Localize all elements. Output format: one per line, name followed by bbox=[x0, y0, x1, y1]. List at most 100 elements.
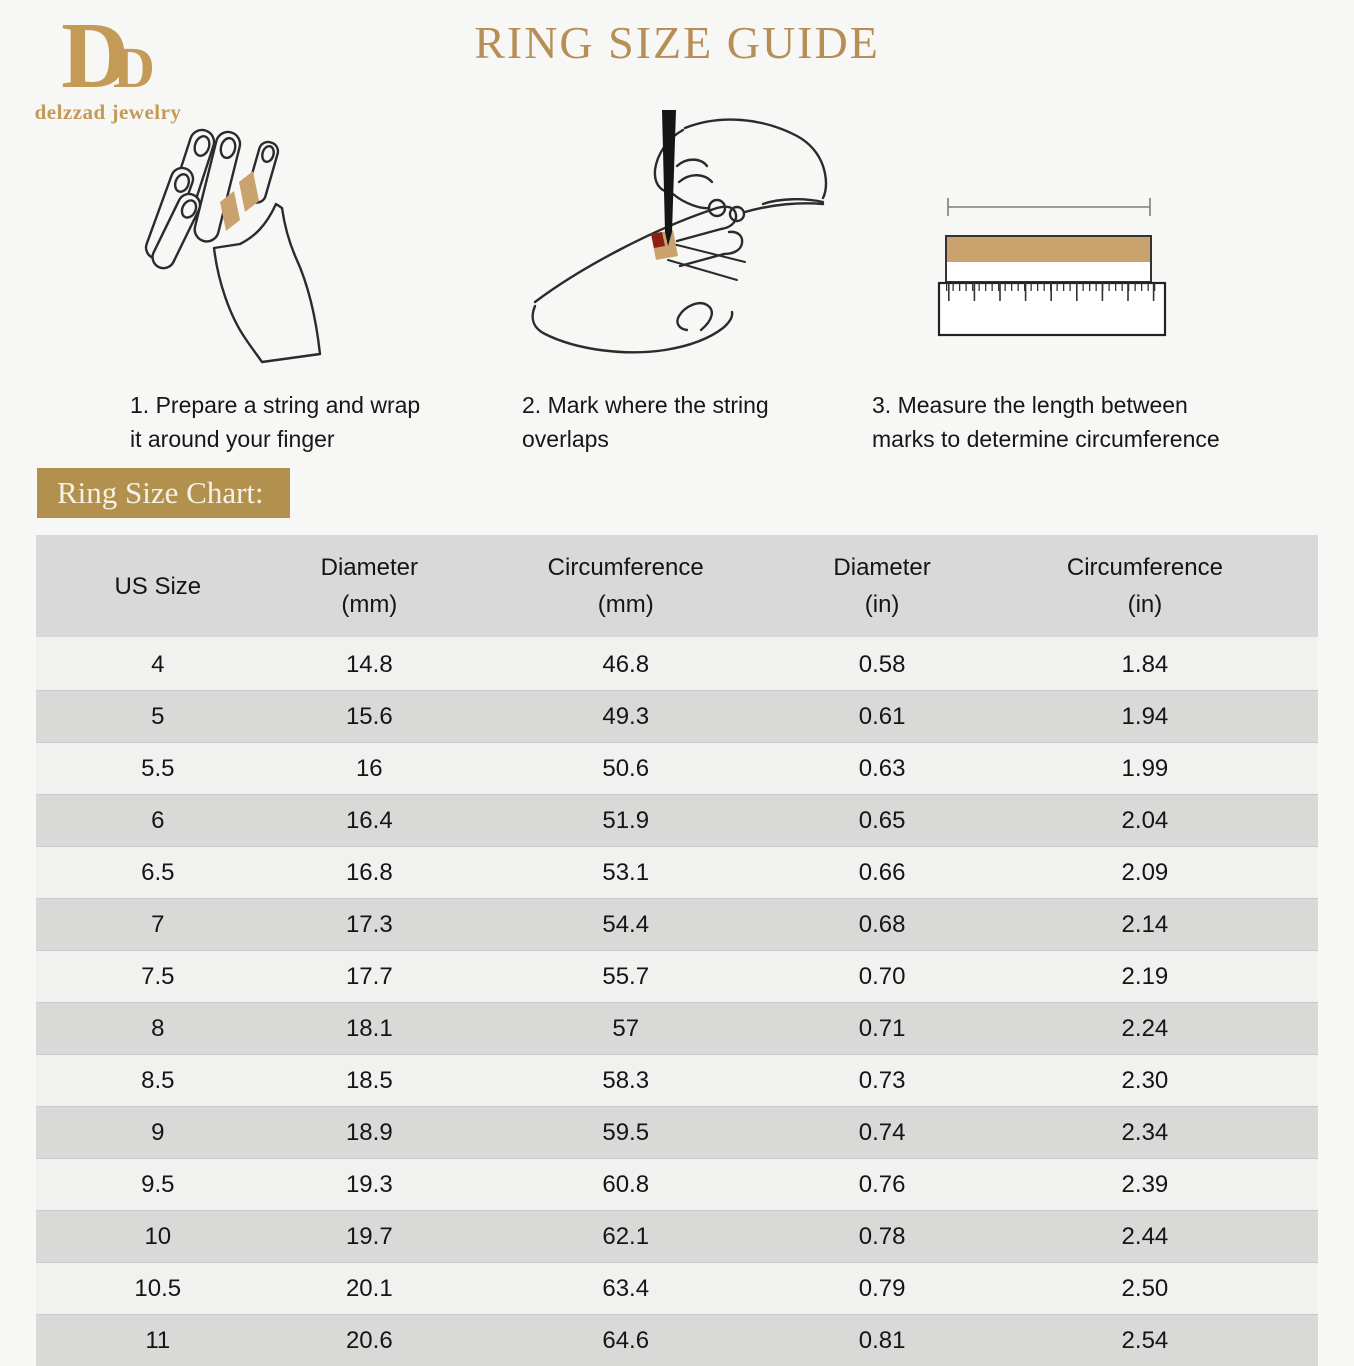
table-cell: 2.30 bbox=[972, 1055, 1318, 1107]
header-line: Diameter bbox=[281, 549, 458, 586]
table-cell: 0.71 bbox=[792, 1003, 971, 1055]
table-cell: 57 bbox=[459, 1003, 792, 1055]
table-cell: 2.39 bbox=[972, 1159, 1318, 1211]
header-line: Circumference bbox=[460, 549, 791, 586]
table-cell: 49.3 bbox=[459, 691, 792, 743]
table-cell: 7 bbox=[36, 899, 280, 951]
table-cell: 18.9 bbox=[280, 1107, 459, 1159]
step-item-1: 1. Prepare a string and wrap it around y… bbox=[118, 120, 490, 456]
step-caption-line2: overlaps bbox=[522, 422, 850, 456]
table-cell: 15.6 bbox=[280, 691, 459, 743]
header-line: Circumference bbox=[973, 549, 1317, 586]
table-cell: 0.66 bbox=[792, 847, 971, 899]
table-cell: 19.7 bbox=[280, 1211, 459, 1263]
header-line: Diameter bbox=[793, 549, 970, 586]
table-cell: 0.61 bbox=[792, 691, 971, 743]
chart-label: Ring Size Chart: bbox=[37, 468, 290, 518]
table-cell: 0.78 bbox=[792, 1211, 971, 1263]
step-item-2: 2. Mark where the string overlaps bbox=[505, 110, 850, 456]
table-cell: 9.5 bbox=[36, 1159, 280, 1211]
header-circumference-mm: Circumference(mm) bbox=[459, 535, 792, 638]
table-cell: 14.8 bbox=[280, 638, 459, 691]
table-cell: 2.04 bbox=[972, 795, 1318, 847]
table-cell: 2.44 bbox=[972, 1211, 1318, 1263]
table-cell: 5 bbox=[36, 691, 280, 743]
header-line: (in) bbox=[973, 586, 1317, 623]
table-cell: 20.1 bbox=[280, 1263, 459, 1315]
page-title: RING SIZE GUIDE bbox=[0, 16, 1354, 69]
step-item-3: 3. Measure the length between marks to d… bbox=[860, 150, 1280, 456]
step-caption: 2. Mark where the string overlaps bbox=[522, 388, 850, 456]
table-cell: 60.8 bbox=[459, 1159, 792, 1211]
step-caption-line1: 3. Measure the length between bbox=[872, 388, 1280, 422]
table-cell: 4 bbox=[36, 638, 280, 691]
table-cell: 2.24 bbox=[972, 1003, 1318, 1055]
table-cell: 7.5 bbox=[36, 951, 280, 1003]
table-cell: 1.94 bbox=[972, 691, 1318, 743]
hand-with-string-icon bbox=[118, 120, 490, 378]
table-cell: 64.6 bbox=[459, 1315, 792, 1366]
table-cell: 63.4 bbox=[459, 1263, 792, 1315]
header-line: (mm) bbox=[281, 586, 458, 623]
table-cell: 0.63 bbox=[792, 743, 971, 795]
step-caption-line2: it around your finger bbox=[130, 422, 490, 456]
header-line: (mm) bbox=[460, 586, 791, 623]
step-caption-line1: 2. Mark where the string bbox=[522, 388, 850, 422]
table-cell: 9 bbox=[36, 1107, 280, 1159]
table-cell: 0.58 bbox=[792, 638, 971, 691]
step-caption: 1. Prepare a string and wrap it around y… bbox=[130, 388, 490, 456]
table-cell: 46.8 bbox=[459, 638, 792, 691]
pen-marking-icon bbox=[505, 110, 850, 378]
table-cell: 6 bbox=[36, 795, 280, 847]
table-cell: 17.3 bbox=[280, 899, 459, 951]
table-cell: 11 bbox=[36, 1315, 280, 1366]
table-cell: 0.65 bbox=[792, 795, 971, 847]
header-line: (in) bbox=[793, 586, 970, 623]
step-caption: 3. Measure the length between marks to d… bbox=[872, 388, 1280, 456]
table-cell: 54.4 bbox=[459, 899, 792, 951]
table-cell: 1.84 bbox=[972, 638, 1318, 691]
table-cell: 0.81 bbox=[792, 1315, 971, 1366]
step-caption-line2: marks to determine circumference bbox=[872, 422, 1280, 456]
table-cell: 5.5 bbox=[36, 743, 280, 795]
header-diameter-in: Diameter(in) bbox=[792, 535, 971, 638]
step-caption-line1: 1. Prepare a string and wrap bbox=[130, 388, 490, 422]
table-cell: 8.5 bbox=[36, 1055, 280, 1107]
table-cell: 0.73 bbox=[792, 1055, 971, 1107]
table-cell: 50.6 bbox=[459, 743, 792, 795]
table-cell: 10.5 bbox=[36, 1263, 280, 1315]
table-cell: 0.76 bbox=[792, 1159, 971, 1211]
table-cell: 1.99 bbox=[972, 743, 1318, 795]
table-cell: 55.7 bbox=[459, 951, 792, 1003]
table-cell: 2.54 bbox=[972, 1315, 1318, 1366]
table-cell: 0.79 bbox=[792, 1263, 971, 1315]
table-cell: 62.1 bbox=[459, 1211, 792, 1263]
table-cell: 0.74 bbox=[792, 1107, 971, 1159]
table-cell: 51.9 bbox=[459, 795, 792, 847]
table-cell: 0.68 bbox=[792, 899, 971, 951]
table-cell: 16.8 bbox=[280, 847, 459, 899]
header-diameter-mm: Diameter(mm) bbox=[280, 535, 459, 638]
table-cell: 19.3 bbox=[280, 1159, 459, 1211]
table-cell: 2.19 bbox=[972, 951, 1318, 1003]
header-us-size: US Size bbox=[36, 535, 280, 638]
table-cell: 10 bbox=[36, 1211, 280, 1263]
table-cell: 16 bbox=[280, 743, 459, 795]
table-cell: 2.50 bbox=[972, 1263, 1318, 1315]
ring-size-table: US Size Diameter(mm) Circumference(mm) D… bbox=[36, 535, 1318, 1366]
